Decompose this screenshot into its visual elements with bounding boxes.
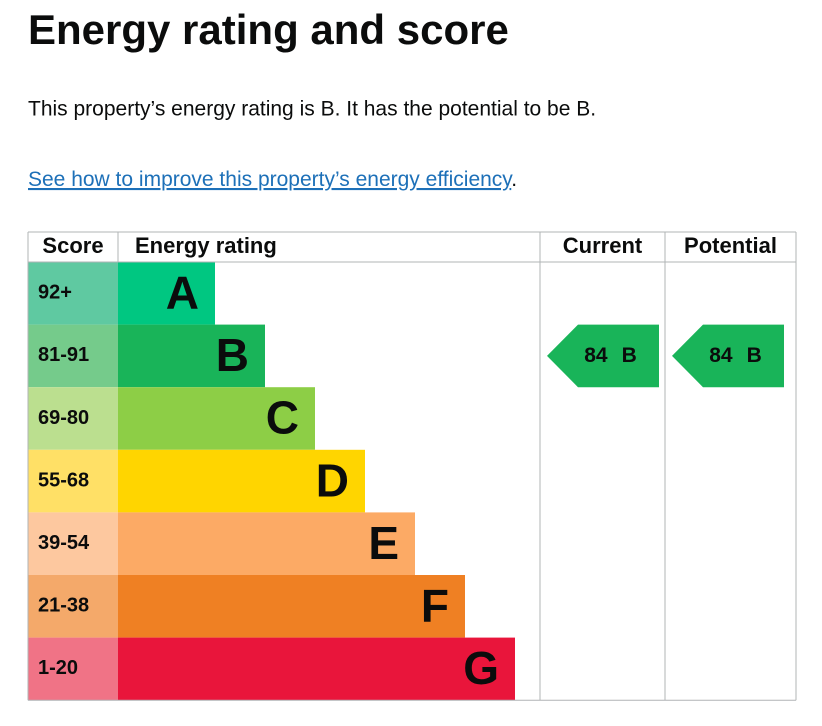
band-letter: G	[463, 642, 499, 694]
potential-letter: B	[747, 343, 762, 366]
potential-score: 84	[709, 343, 733, 366]
potential-label: 84 B	[709, 343, 762, 366]
rating-bar	[118, 387, 315, 450]
score-range: 69-80	[38, 407, 89, 429]
score-cell	[28, 637, 118, 701]
score-range: 39-54	[38, 532, 90, 554]
score-range: 81-91	[38, 344, 89, 366]
column-header: Energy rating	[135, 233, 277, 258]
score-cell	[28, 575, 118, 638]
column-header: Potential	[684, 233, 777, 258]
score-cell	[28, 324, 118, 388]
rating-bar	[118, 262, 215, 325]
column-header: Score	[42, 233, 103, 258]
improve-link[interactable]: See how to improve this property’s energ…	[28, 168, 513, 191]
rating-bar	[118, 324, 265, 388]
link-line: See how to improve this property’s energ…	[28, 168, 517, 191]
band-letter: A	[166, 266, 199, 318]
band-letter: C	[266, 392, 299, 444]
rating-bar	[118, 575, 465, 638]
potential-arrow	[672, 324, 784, 388]
current-arrow	[547, 324, 659, 388]
score-cell	[28, 387, 118, 450]
rating-bar	[118, 637, 515, 701]
current-label: 84 B	[584, 343, 637, 366]
current-score: 84	[584, 343, 608, 366]
band-letter: F	[421, 579, 449, 631]
score-cell	[28, 262, 118, 325]
score-cell	[28, 512, 118, 575]
heading: Energy rating and score	[28, 6, 509, 53]
band-letter: D	[316, 454, 349, 506]
rating-bar	[118, 449, 365, 513]
summary: This property’s energy rating is B. It h…	[28, 98, 596, 121]
score-range: 1-20	[38, 657, 78, 679]
column-header: Current	[563, 233, 643, 258]
score-range: 92+	[38, 282, 72, 304]
score-range: 55-68	[38, 469, 89, 491]
score-range: 21-38	[38, 595, 89, 617]
band-letter: E	[368, 517, 399, 569]
score-cell	[28, 449, 118, 513]
band-letter: B	[216, 329, 249, 381]
current-letter: B	[622, 343, 637, 366]
rating-bar	[118, 512, 415, 575]
link-suffix: .	[511, 168, 517, 191]
